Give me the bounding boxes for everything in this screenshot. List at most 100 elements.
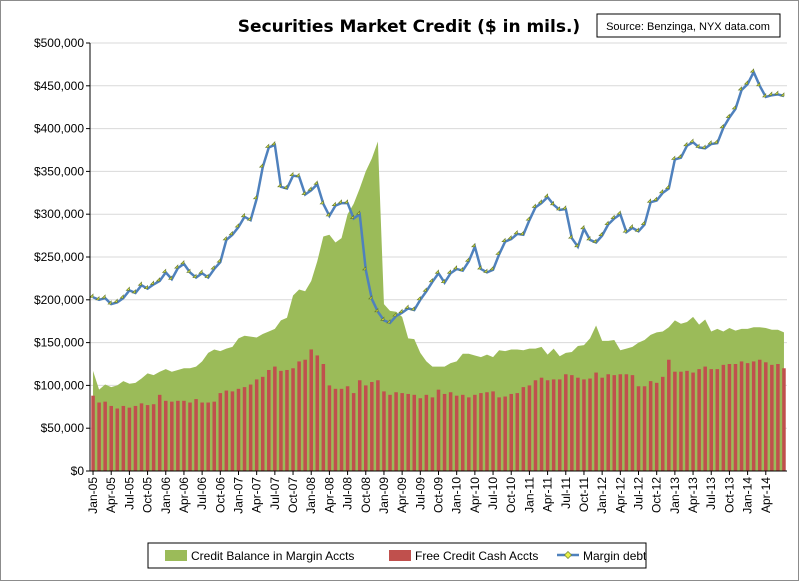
margin-debt-marker (664, 184, 670, 189)
free-credit-bar (557, 379, 562, 471)
y-tick-label: $200,000 (34, 293, 84, 307)
free-credit-bar (188, 402, 192, 471)
margin-debt-marker (246, 216, 251, 221)
x-tick-label: Oct-07 (286, 477, 300, 513)
free-credit-bar (339, 388, 344, 471)
margin-debt-marker (592, 238, 597, 243)
free-credit-bar (406, 393, 410, 471)
margin-debt-marker (719, 123, 724, 129)
free-credit-bar (103, 401, 107, 471)
free-credit-bar (618, 374, 623, 471)
free-credit-bar (400, 393, 404, 471)
x-tick-label: Jan-13 (668, 477, 682, 514)
margin-debt-marker (252, 194, 258, 200)
x-tick-label: Apr-07 (250, 477, 264, 513)
margin-debt-marker (125, 286, 130, 291)
free-credit-bar (479, 393, 483, 471)
margin-debt-marker (689, 138, 694, 143)
margin-debt-marker (374, 307, 379, 313)
margin-debt-marker (586, 236, 591, 241)
margin-debt-marker (186, 268, 191, 273)
margin-debt-marker (477, 265, 482, 270)
x-tick-label: Apr-14 (759, 477, 773, 513)
free-credit-bar (551, 379, 556, 471)
margin-debt-marker (531, 203, 536, 208)
x-tick-label: Oct-10 (504, 477, 518, 513)
x-tick-label: Apr-12 (613, 477, 627, 513)
margin-debt-marker (131, 289, 136, 294)
free-credit-bar (267, 369, 271, 471)
free-credit-bar (709, 369, 713, 471)
x-tick-label: Apr-05 (104, 477, 118, 513)
margin-debt-marker (398, 308, 403, 313)
free-credit-bar (121, 405, 126, 471)
free-credit-bar (745, 363, 750, 471)
free-credit-bar (770, 364, 774, 471)
x-tick-label: Oct-05 (141, 477, 155, 513)
margin-debt-marker (422, 287, 427, 292)
free-credit-bar (612, 375, 617, 471)
margin-debt-marker (452, 265, 458, 270)
x-tick-label: Apr-09 (395, 477, 409, 513)
margin-debt-marker (113, 298, 118, 303)
free-credit-bar (133, 405, 138, 471)
y-tick-label: $100,000 (34, 378, 84, 392)
credit-balance-area (93, 141, 784, 471)
free-credit-bar (509, 393, 513, 471)
x-tick-label: Oct-08 (359, 477, 373, 513)
free-credit-bar (91, 395, 95, 471)
free-credit-bar (751, 361, 756, 471)
margin-debt-marker (768, 91, 773, 96)
source-box: Source: Benzinga, NYX data.com (596, 13, 781, 38)
y-tick-label: $250,000 (34, 250, 84, 264)
free-credit-bar (345, 386, 350, 471)
free-credit-bar (757, 359, 762, 471)
x-tick-label: Jul-12 (632, 477, 646, 510)
margin-debt-marker (743, 80, 748, 85)
margin-debt-marker (143, 284, 148, 290)
x-tick-label: Apr-10 (468, 477, 482, 513)
margin-debt-marker (622, 228, 627, 233)
free-credit-bar (376, 380, 380, 471)
free-credit-bar (145, 405, 150, 471)
margin-debt-marker (507, 235, 512, 240)
margin-debt-marker (325, 212, 330, 217)
y-tick-label: $500,000 (34, 36, 84, 50)
free-credit-bar (127, 407, 132, 471)
free-credit-bar (97, 402, 101, 471)
free-credit-bar (333, 388, 338, 471)
margin-debt-marker (301, 190, 306, 195)
margin-debt-marker (628, 224, 633, 229)
y-tick-label: $150,000 (34, 336, 84, 350)
x-tick-label: Jan-14 (741, 477, 755, 514)
free-credit-bar (297, 361, 301, 471)
margin-debt-marker (258, 163, 264, 168)
margin-debt-marker (567, 234, 573, 239)
free-credit-bar (776, 364, 780, 471)
margin-debt-marker (731, 105, 736, 110)
x-tick-label: Jul-08 (341, 477, 355, 510)
free-credit-bar (230, 391, 235, 471)
legend-swatch-credit-balance (165, 550, 187, 561)
margin-debt-marker (652, 196, 658, 201)
x-tick-label: Apr-08 (322, 477, 336, 513)
free-credit-bar (782, 368, 786, 471)
margin-debt-marker (392, 312, 397, 317)
y-tick-label: $350,000 (34, 164, 84, 178)
margin-debt-marker (761, 93, 767, 98)
free-credit-bar (194, 399, 198, 471)
margin-debt-marker (464, 257, 470, 262)
margin-debt-marker (149, 280, 154, 285)
free-credit-bar (151, 404, 156, 471)
margin-debt-marker (780, 92, 785, 97)
margin-debt-line (92, 69, 785, 325)
margin-debt-marker (616, 210, 621, 215)
free-credit-bar (576, 377, 580, 471)
free-credit-bar (654, 382, 659, 471)
margin-debt-marker (198, 269, 203, 274)
x-tick-label: Jul-05 (122, 477, 136, 510)
free-credit-bar (157, 394, 162, 471)
free-credit-bar (648, 381, 653, 471)
free-credit-bar (727, 364, 732, 471)
margin-debt-marker (271, 141, 276, 146)
